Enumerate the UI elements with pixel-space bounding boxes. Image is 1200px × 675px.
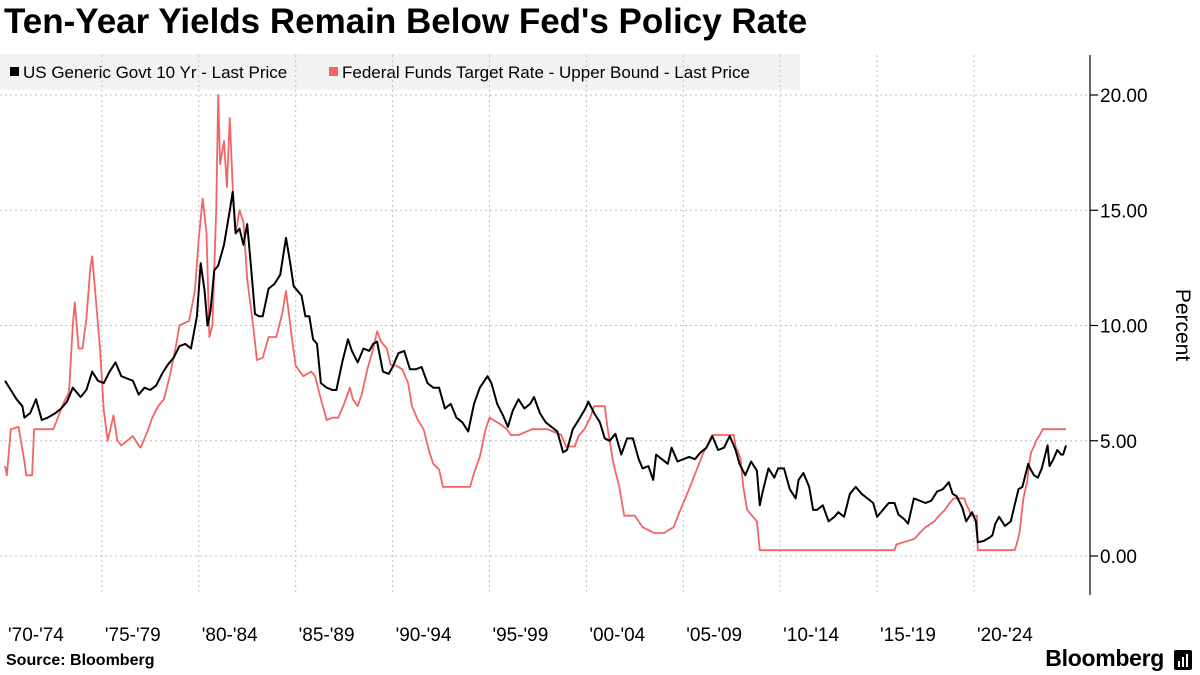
legend-swatch-fed-funds (329, 67, 338, 76)
source-note: Source: Bloomberg (6, 652, 155, 669)
y-tick-label: 20.00 (1100, 86, 1148, 107)
legend-item-ten-year: US Generic Govt 10 Yr - Last Price (10, 63, 287, 83)
bar-chart-icon (1174, 650, 1192, 670)
x-tick-label: '00-'04 (589, 625, 645, 646)
y-tick-label: 0.00 (1100, 547, 1137, 568)
legend-label-ten-year: US Generic Govt 10 Yr - Last Price (23, 63, 288, 82)
legend-label-fed-funds: Federal Funds Target Rate - Upper Bound … (342, 63, 750, 82)
x-tick-label: '85-'89 (299, 625, 355, 646)
y-axis: 0.00 5.00 10.00 15.00 20.00 (1089, 55, 1148, 595)
y-axis-title: Percent (1171, 289, 1194, 362)
x-tick-label: '05-'09 (686, 625, 742, 646)
y-tick-label: 10.00 (1100, 317, 1148, 338)
y-tick-label: 15.00 (1100, 201, 1148, 222)
x-axis-labels: '70-'74 '75-'79 '80-'84 '85-'89 '90-'94 '95-'… (8, 625, 1033, 646)
series-line-fed-funds (4, 94, 1066, 552)
legend-swatch-ten-year (10, 67, 19, 76)
series-line-ten-year (4, 190, 1067, 544)
grid-lines (0, 55, 1090, 595)
x-tick-label: '75-'79 (105, 625, 161, 646)
brand-logo: Bloomberg (1045, 645, 1164, 671)
legend: US Generic Govt 10 Yr - Last Price Feder… (0, 54, 800, 90)
y-tick-label: 5.00 (1100, 432, 1137, 453)
x-tick-label: '10-'14 (783, 625, 839, 646)
x-tick-label: '90-'94 (396, 625, 452, 646)
legend-item-fed-funds: Federal Funds Target Rate - Upper Bound … (329, 63, 750, 83)
x-tick-label: '80-'84 (202, 625, 258, 646)
x-tick-label: '95-'99 (492, 625, 548, 646)
x-tick-label: '20-'24 (977, 625, 1033, 646)
chart-title: Ten-Year Yields Remain Below Fed's Polic… (4, 2, 808, 41)
x-tick-label: '15-'19 (880, 625, 936, 646)
series-lines (4, 94, 1067, 552)
x-tick-label: '70-'74 (8, 625, 64, 646)
